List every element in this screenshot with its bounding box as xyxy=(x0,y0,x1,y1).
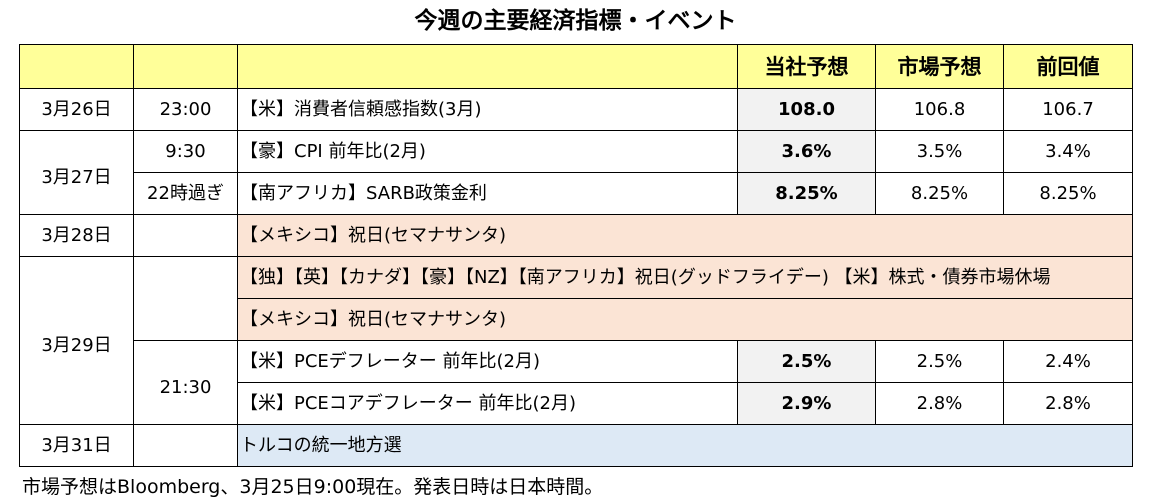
table-row: 3月28日 【メキシコ】祝日(セマナサンタ) xyxy=(19,214,1133,257)
forecast-market-cell: 2.8% xyxy=(875,382,1004,425)
footnote: 市場予想はBloomberg、3月25日9:00現在。発表日時は日本時間。 xyxy=(22,476,604,498)
date-cell: 3月27日 xyxy=(19,130,134,215)
table-row: 3月27日 9:30 【豪】CPI 前年比(2月) 3.6% 3.5% 3.4% xyxy=(19,130,1133,215)
time-cell xyxy=(133,256,238,341)
date-cell: 3月31日 xyxy=(19,424,134,467)
header-event xyxy=(237,44,738,89)
event-cell: 【南アフリカ】SARB政策金利 xyxy=(237,172,738,215)
forecast-ours-cell: 2.5% xyxy=(737,340,876,383)
forecast-ours-cell: 2.9% xyxy=(737,382,876,425)
time-cell: 23:00 xyxy=(133,88,238,131)
header-previous: 前回値 xyxy=(1003,44,1133,89)
forecast-market-cell: 3.5% xyxy=(875,130,1004,173)
previous-cell: 2.8% xyxy=(1003,382,1133,425)
event-cell: 【独】【英】【カナダ】【豪】【NZ】【南アフリカ】祝日(グッドフライデー) 【米… xyxy=(237,256,1133,299)
table-row: 【メキシコ】祝日(セマナサンタ) xyxy=(20,298,1133,341)
time-cell: 21:30 xyxy=(133,340,238,425)
events-table: 当社予想 市場予想 前回値 3月26日 23:00 【米】消費者信頼感指数(3月… xyxy=(19,44,1133,467)
date-cell: 3月26日 xyxy=(19,88,134,131)
event-cell: 【メキシコ】祝日(セマナサンタ) xyxy=(237,214,1133,257)
previous-cell: 106.7 xyxy=(1003,88,1133,131)
forecast-ours-cell: 108.0 xyxy=(737,88,876,131)
forecast-market-cell: 2.5% xyxy=(875,340,1004,383)
header-row: 当社予想 市場予想 前回値 xyxy=(19,44,1133,89)
event-cell: 【豪】CPI 前年比(2月) xyxy=(237,130,738,173)
table-row: 3月29日 【独】【英】【カナダ】【豪】【NZ】【南アフリカ】祝日(グッドフライ… xyxy=(19,256,1133,425)
previous-cell: 2.4% xyxy=(1003,340,1133,383)
table-row: 21:30 【米】PCEデフレーター 前年比(2月) 2.5% 2.5% 2.4… xyxy=(20,340,1133,425)
table-row: 3月26日 23:00 【米】消費者信頼感指数(3月) 108.0 106.8 … xyxy=(19,88,1133,131)
time-cell: 22時過ぎ xyxy=(133,172,238,215)
header-time xyxy=(133,44,238,89)
table-row: 【米】PCEコアデフレーター 前年比(2月) 2.9% 2.8% 2.8% xyxy=(20,382,1133,425)
forecast-ours-cell: 8.25% xyxy=(737,172,876,215)
header-forecast-ours: 当社予想 xyxy=(737,44,876,89)
event-cell: 【メキシコ】祝日(セマナサンタ) xyxy=(237,298,1133,341)
forecast-ours-cell: 3.6% xyxy=(737,130,876,173)
previous-cell: 8.25% xyxy=(1003,172,1133,215)
time-cell: 9:30 xyxy=(133,130,238,173)
date-cell: 3月29日 xyxy=(19,256,134,425)
event-cell: 【米】PCEデフレーター 前年比(2月) xyxy=(237,340,738,383)
forecast-market-cell: 8.25% xyxy=(875,172,1004,215)
header-forecast-market: 市場予想 xyxy=(875,44,1004,89)
table-row: 22時過ぎ 【南アフリカ】SARB政策金利 8.25% 8.25% 8.25% xyxy=(20,172,1133,215)
header-date xyxy=(19,44,134,89)
event-cell: 【米】消費者信頼感指数(3月) xyxy=(237,88,738,131)
previous-cell: 3.4% xyxy=(1003,130,1133,173)
event-cell: トルコの統一地方選 xyxy=(237,424,1133,467)
date-cell: 3月28日 xyxy=(19,214,134,257)
forecast-market-cell: 106.8 xyxy=(875,88,1004,131)
event-cell: 【米】PCEコアデフレーター 前年比(2月) xyxy=(237,382,738,425)
page-title: 今週の主要経済指標・イベント xyxy=(414,8,737,34)
table-row: 3月31日 トルコの統一地方選 xyxy=(19,424,1133,467)
time-cell xyxy=(133,424,238,467)
time-cell xyxy=(133,214,238,257)
